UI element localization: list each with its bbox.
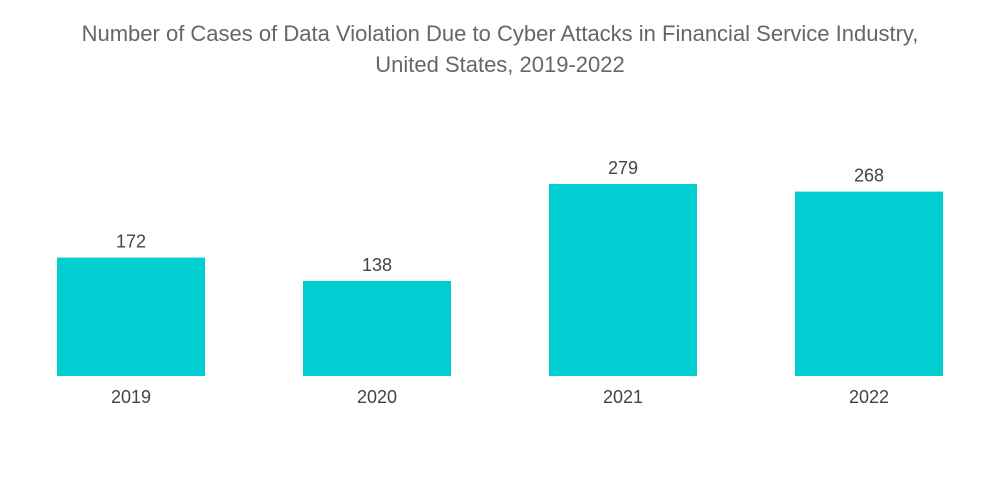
x-tick-label-2020: 2020 xyxy=(357,387,397,407)
data-label-2021: 279 xyxy=(608,158,638,178)
chart-title: Number of Cases of Data Violation Due to… xyxy=(0,18,1000,80)
bar-2021 xyxy=(549,184,697,376)
x-tick-label-2019: 2019 xyxy=(111,387,151,407)
bar-2019 xyxy=(57,257,205,376)
bar-2022 xyxy=(795,191,943,376)
chart-title-line-2: United States, 2019-2022 xyxy=(375,52,625,77)
data-label-2020: 138 xyxy=(362,255,392,275)
bar-2020 xyxy=(303,281,451,376)
data-label-2019: 172 xyxy=(116,232,146,252)
chart-title-line-1: Number of Cases of Data Violation Due to… xyxy=(81,21,919,46)
x-tick-label-2022: 2022 xyxy=(849,387,889,407)
data-label-2022: 268 xyxy=(854,166,884,186)
x-tick-label-2021: 2021 xyxy=(603,387,643,407)
